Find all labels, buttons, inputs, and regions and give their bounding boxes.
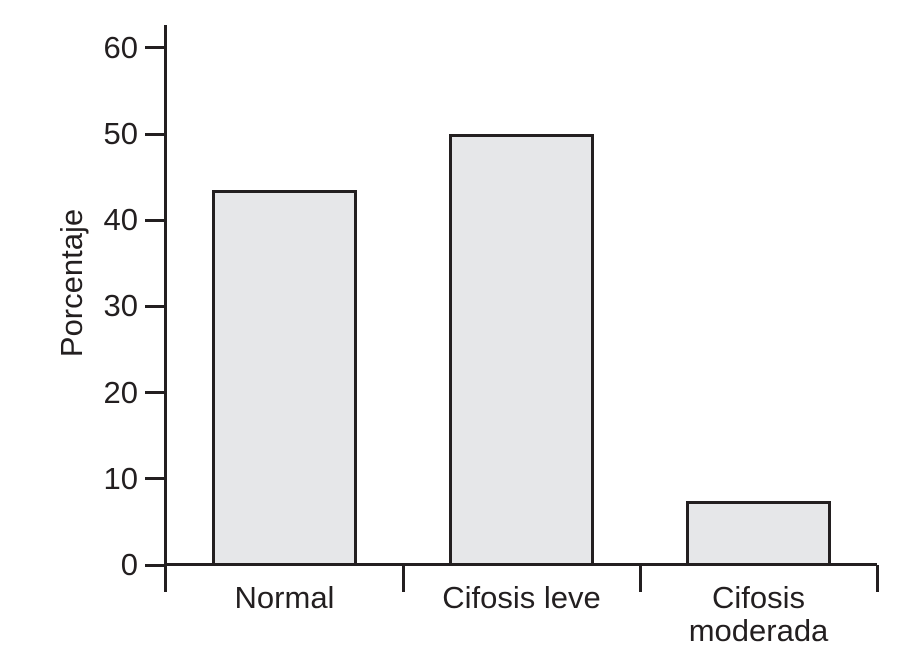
y-tick-mark: [145, 563, 166, 567]
y-tick-label: 20: [103, 374, 138, 410]
x-tick-mark: [638, 565, 642, 592]
y-tick-mark: [145, 218, 166, 222]
y-tick-label: 10: [103, 460, 138, 496]
x-tick-mark: [875, 565, 879, 592]
y-tick-label: 30: [103, 288, 138, 324]
x-axis-label: Cifosis leve: [402, 581, 642, 614]
bar: [449, 134, 594, 567]
x-tick-mark: [401, 565, 405, 592]
x-axis-label: Cifosis moderada: [639, 581, 879, 647]
y-tick-mark: [145, 46, 166, 50]
y-axis-title: Porcentaje: [54, 208, 89, 358]
y-axis-line: [164, 25, 167, 592]
y-tick-mark: [145, 304, 166, 308]
bar: [686, 500, 831, 567]
y-tick-mark: [145, 477, 166, 481]
x-axis-label-line: moderada: [688, 613, 829, 648]
bar: [212, 189, 357, 567]
y-tick-mark: [145, 132, 166, 136]
x-axis-label: Normal: [165, 581, 405, 614]
y-tick-label: 0: [120, 547, 138, 582]
y-tick-label: 40: [103, 202, 138, 238]
y-tick-mark: [145, 391, 166, 395]
y-tick-label: 60: [103, 29, 138, 65]
y-tick-label: 50: [103, 116, 138, 152]
x-axis-label-line: Normal: [234, 580, 335, 615]
x-axis-label-line: Cifosis: [711, 580, 805, 615]
x-axis-label-line: Cifosis leve: [442, 580, 601, 615]
